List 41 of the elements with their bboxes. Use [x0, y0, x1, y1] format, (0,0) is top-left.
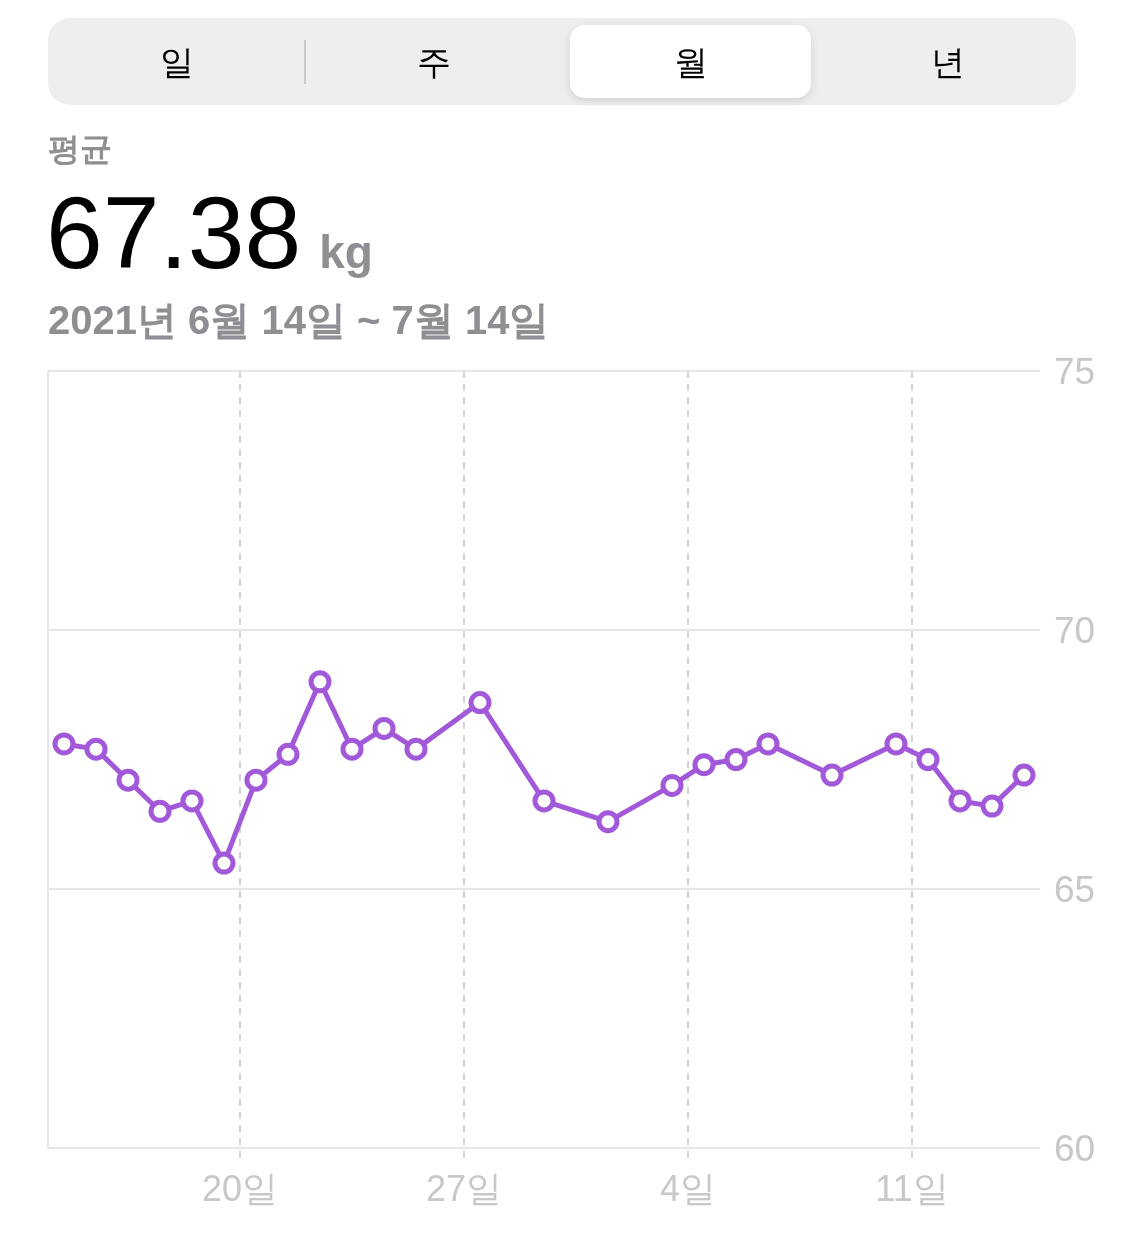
x-tick-label: 27일 — [425, 1168, 503, 1209]
point — [84, 737, 108, 761]
x-tick-label: 4일 — [659, 1168, 717, 1209]
text: 평균 — [48, 131, 112, 167]
point — [340, 737, 364, 761]
point — [980, 794, 1004, 818]
y-tick-label: 60 — [1054, 1127, 1096, 1169]
point — [308, 670, 332, 694]
point — [52, 732, 76, 756]
point — [180, 789, 204, 813]
point — [948, 789, 972, 813]
text: 월 — [673, 43, 708, 81]
text: 년 — [930, 43, 965, 81]
point — [916, 748, 940, 771]
point — [820, 763, 844, 787]
point — [276, 742, 300, 766]
y-axis-title: kg — [319, 226, 373, 278]
y-tick-label: 75 — [1054, 350, 1096, 392]
text: 일 — [159, 43, 194, 81]
point — [116, 768, 140, 792]
point — [692, 753, 716, 777]
point — [148, 799, 172, 823]
chart-subtitle: 2021년 6월 14일 ~ 7월 14일 — [48, 298, 550, 342]
point — [596, 810, 620, 834]
point — [244, 768, 268, 792]
point — [372, 716, 396, 740]
x-tick-label: 11일 — [875, 1168, 949, 1209]
point — [1012, 763, 1036, 787]
point — [756, 732, 780, 756]
point — [884, 732, 908, 756]
y-tick-label: 70 — [1054, 609, 1096, 651]
point — [724, 748, 748, 771]
point — [212, 851, 236, 875]
text: 주 — [416, 43, 451, 81]
point — [660, 773, 684, 797]
point — [404, 737, 428, 761]
y-tick-label: 65 — [1054, 868, 1096, 910]
chart-title: 67.38 — [46, 176, 302, 290]
point — [532, 789, 556, 813]
point — [468, 691, 492, 715]
x-tick-label: 20일 — [201, 1168, 279, 1209]
